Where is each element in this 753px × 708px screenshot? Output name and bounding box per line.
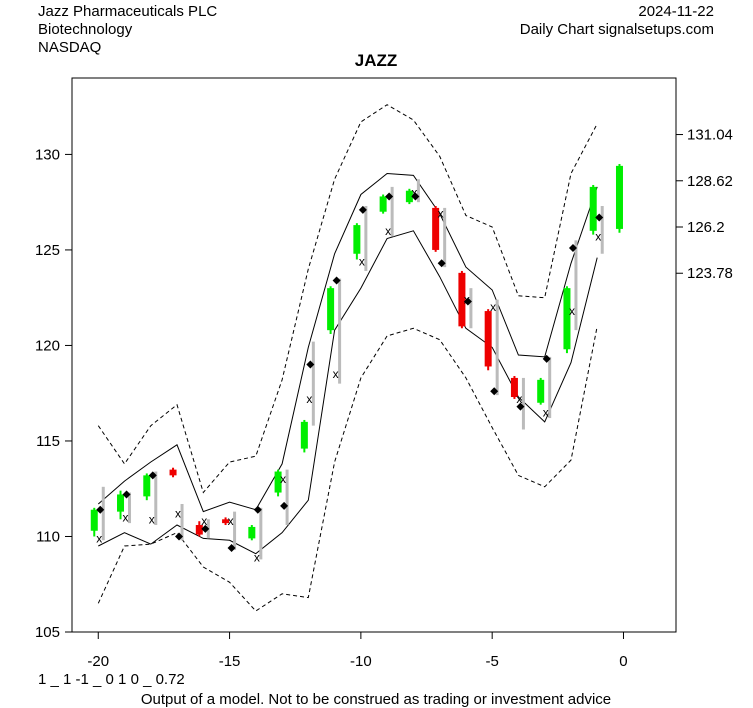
diamond-marker bbox=[201, 524, 210, 533]
diamond-marker bbox=[568, 244, 577, 253]
x-marker: x bbox=[201, 514, 207, 528]
diamond-marker bbox=[358, 205, 367, 214]
disclaimer: Output of a model. Not to be construed a… bbox=[141, 691, 611, 708]
diamond-marker bbox=[332, 276, 341, 285]
x-marker: x bbox=[385, 224, 391, 238]
date-label: 2024-11-22 bbox=[638, 3, 714, 20]
x-tick-label: 0 bbox=[619, 653, 627, 670]
inner-upper-band bbox=[97, 172, 598, 513]
candle-body bbox=[563, 288, 571, 350]
model-code: 1 _ 1 -1 _ 0 1 0 _ 0.72 bbox=[38, 671, 185, 688]
candle-body bbox=[327, 288, 335, 331]
candle-body bbox=[379, 196, 387, 212]
x-marker: x bbox=[228, 514, 234, 528]
range-bars bbox=[101, 179, 604, 560]
diamond-marker bbox=[437, 259, 446, 268]
company-name: Jazz Pharmaceuticals PLC bbox=[38, 3, 218, 20]
candle-body bbox=[458, 272, 466, 327]
diamond-marker bbox=[122, 490, 131, 499]
x-marker: x bbox=[543, 405, 549, 419]
diamond-marker bbox=[175, 532, 184, 541]
axes: -20 -15 -10 -5 0 105 110 115 120 125 130 131.04 128.… bbox=[35, 127, 733, 670]
candle-body bbox=[117, 494, 125, 512]
y-right-tick-label: 128.62 bbox=[687, 173, 733, 190]
x-marker: x bbox=[569, 304, 575, 318]
candle-body bbox=[195, 525, 203, 535]
diamond-marker bbox=[516, 402, 525, 411]
y-tick-label: 130 bbox=[35, 146, 60, 163]
x-marker: x bbox=[175, 507, 181, 521]
candle-body bbox=[615, 165, 623, 229]
outer-lower-band bbox=[97, 326, 598, 612]
x-marker: x bbox=[438, 207, 444, 221]
x-marker: x bbox=[96, 531, 102, 545]
x-tick-label: -20 bbox=[87, 653, 109, 670]
x-marker: x bbox=[123, 510, 129, 524]
diamond-marker bbox=[490, 387, 499, 396]
diamond-marker bbox=[306, 360, 315, 369]
candle-body bbox=[405, 190, 413, 203]
candle-body bbox=[222, 519, 230, 524]
exchange-label: NASDAQ bbox=[38, 39, 102, 56]
x-marker: x bbox=[254, 550, 260, 564]
x-marker: x bbox=[516, 392, 522, 406]
chart-title: JAZZ bbox=[355, 51, 398, 70]
x-marker: x bbox=[306, 392, 312, 406]
diamond-marker bbox=[227, 543, 236, 552]
candle-body bbox=[169, 469, 177, 476]
diamond-marker bbox=[96, 505, 105, 514]
x-marker: x bbox=[333, 367, 339, 381]
y-right-tick-label: 126.2 bbox=[687, 219, 725, 236]
x-marker: x bbox=[280, 472, 286, 486]
y-right-tick-label: 131.04 bbox=[687, 127, 733, 144]
y-tick-label: 105 bbox=[35, 624, 60, 641]
y-tick-label: 110 bbox=[36, 528, 60, 545]
plot-frame bbox=[71, 77, 677, 633]
diamond-marker bbox=[385, 192, 394, 201]
diamond-marker bbox=[595, 213, 604, 222]
diamond-marker bbox=[253, 505, 262, 514]
candle-bodies bbox=[90, 163, 623, 541]
x-marker: x bbox=[149, 512, 155, 526]
x-marker: x bbox=[595, 230, 601, 244]
markers: xxxxxxxxxxxxxxxxxxxx bbox=[96, 186, 604, 564]
candle-body bbox=[300, 421, 308, 449]
x-marker: x bbox=[359, 254, 365, 268]
candle-body bbox=[248, 526, 256, 539]
candle-body bbox=[484, 311, 492, 367]
candle-body bbox=[90, 509, 98, 531]
outer-upper-band bbox=[97, 104, 598, 494]
x-marker: x bbox=[411, 186, 417, 200]
diamond-marker bbox=[411, 192, 420, 201]
diamond-marker bbox=[148, 471, 157, 480]
y-tick-label: 115 bbox=[36, 433, 60, 450]
y-tick-label: 120 bbox=[35, 337, 60, 354]
x-tick-label: -5 bbox=[486, 653, 499, 670]
diamond-marker bbox=[280, 501, 289, 510]
x-tick-label: -15 bbox=[219, 653, 241, 670]
candle-body bbox=[432, 207, 440, 250]
diamond-marker bbox=[542, 354, 551, 363]
candle-body bbox=[589, 186, 597, 231]
candle-body bbox=[353, 225, 361, 254]
diamond-marker bbox=[463, 297, 472, 306]
candle-body bbox=[274, 471, 282, 493]
x-marker: x bbox=[490, 300, 496, 314]
y-right-tick-label: 123.78 bbox=[687, 265, 733, 282]
candle-body bbox=[510, 377, 518, 398]
band-lines bbox=[97, 104, 598, 612]
x-tick-label: -10 bbox=[350, 653, 372, 670]
source-label: Daily Chart signalsetups.com bbox=[519, 21, 714, 38]
candle-body bbox=[537, 379, 545, 403]
y-tick-label: 125 bbox=[35, 242, 60, 259]
sector-label: Biotechnology bbox=[38, 21, 133, 38]
candle-body bbox=[143, 475, 151, 497]
